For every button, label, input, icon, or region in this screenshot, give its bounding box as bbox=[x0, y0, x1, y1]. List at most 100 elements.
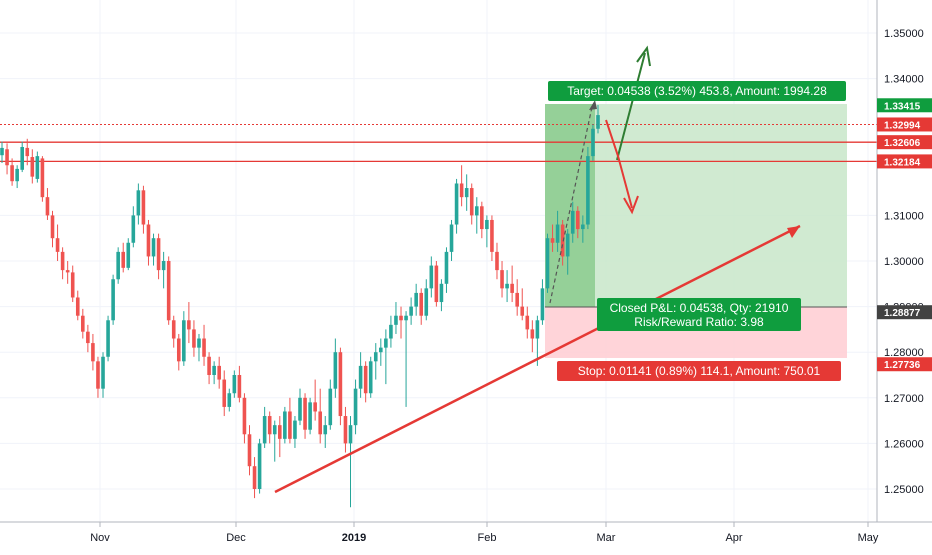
price-badge bbox=[877, 154, 932, 169]
candle-body bbox=[540, 288, 545, 321]
candle-body bbox=[323, 425, 328, 435]
candle-body bbox=[202, 338, 206, 357]
candle-body bbox=[232, 375, 237, 394]
price-badge-label: 1.27736 bbox=[884, 360, 921, 371]
candle-body bbox=[60, 251, 65, 271]
green-up-arrow-head bbox=[636, 45, 651, 67]
green-up-arrow[interactable] bbox=[616, 52, 646, 161]
y-tick-label: 1.25000 bbox=[884, 484, 924, 496]
candle-body bbox=[121, 251, 126, 268]
candle-body bbox=[30, 157, 35, 177]
x-tick-label: Feb bbox=[478, 532, 497, 544]
candle-body bbox=[176, 338, 181, 362]
y-tick-label: 1.26000 bbox=[884, 438, 924, 450]
price-badge-label: 1.33415 bbox=[884, 101, 921, 112]
candle-body bbox=[379, 347, 383, 353]
x-tick-label: Mar bbox=[597, 532, 616, 544]
candle-body bbox=[384, 338, 388, 348]
price-badge bbox=[877, 305, 932, 320]
candle-body bbox=[368, 361, 373, 394]
candle-body bbox=[343, 416, 348, 444]
candle-body bbox=[444, 251, 449, 284]
candle-body bbox=[500, 270, 504, 289]
trend-line[interactable] bbox=[274, 224, 801, 494]
candle-body bbox=[515, 292, 519, 307]
candle-body bbox=[55, 238, 60, 252]
candle-body bbox=[207, 356, 211, 375]
candle-body bbox=[454, 183, 459, 225]
y-tick-label: 1.27000 bbox=[884, 393, 924, 405]
candle-body bbox=[222, 379, 227, 407]
candle-body bbox=[146, 224, 151, 257]
horizontal-level-lines bbox=[0, 123, 877, 163]
candle-body bbox=[156, 238, 161, 271]
candle-body bbox=[288, 411, 292, 439]
candle-body bbox=[303, 397, 307, 430]
candle-body bbox=[389, 324, 393, 339]
candle-body bbox=[328, 388, 333, 426]
candle-body bbox=[373, 352, 378, 362]
red-down-arrow[interactable] bbox=[605, 119, 633, 209]
price-badge-label: 1.28877 bbox=[884, 308, 921, 319]
candle-body bbox=[348, 425, 353, 444]
target-zone[interactable] bbox=[545, 104, 847, 307]
candle-body bbox=[550, 238, 555, 243]
candle-body bbox=[161, 261, 166, 271]
x-tick-label: Nov bbox=[90, 532, 110, 544]
candle-body bbox=[363, 365, 368, 394]
candle-body bbox=[75, 297, 80, 316]
candle-body bbox=[298, 397, 302, 421]
candle-body bbox=[141, 190, 146, 225]
candle-body bbox=[86, 331, 90, 344]
candle-body bbox=[25, 147, 30, 157]
candle-body bbox=[106, 320, 110, 357]
candle-body bbox=[520, 306, 525, 316]
candle-body bbox=[575, 210, 580, 230]
candle-body bbox=[237, 375, 242, 398]
candle-body bbox=[96, 361, 100, 389]
candle-body bbox=[565, 233, 570, 257]
target-label-box bbox=[548, 81, 846, 101]
trend-arrow-head bbox=[787, 226, 800, 238]
candle-body bbox=[429, 265, 434, 289]
candle-body bbox=[581, 224, 585, 230]
candle-body bbox=[257, 443, 262, 489]
candle-body bbox=[464, 188, 469, 198]
price-badge-label: 1.32606 bbox=[884, 138, 921, 149]
candle-body bbox=[65, 270, 70, 273]
x-tick-label: May bbox=[858, 532, 879, 544]
candle-body bbox=[283, 411, 287, 439]
stop-label-box bbox=[557, 361, 841, 381]
candle-body bbox=[212, 365, 216, 375]
candle-body bbox=[131, 215, 136, 243]
candle-body bbox=[505, 283, 509, 289]
candle-body bbox=[0, 147, 4, 156]
candle-body bbox=[424, 288, 429, 316]
candle-body bbox=[81, 315, 85, 332]
candle-body bbox=[293, 420, 297, 439]
candle-body bbox=[318, 411, 323, 435]
candle-body bbox=[252, 466, 257, 489]
candle-body bbox=[586, 156, 590, 225]
candle-body bbox=[187, 320, 191, 330]
candle-body bbox=[535, 320, 540, 339]
candle-body bbox=[394, 315, 398, 325]
candle-body bbox=[353, 388, 358, 426]
candle-body bbox=[126, 242, 131, 268]
risk-reward-label: Risk/Reward Ratio: 3.98 bbox=[634, 315, 764, 329]
candle-body bbox=[525, 315, 530, 330]
candle-body bbox=[530, 329, 535, 339]
candle-body bbox=[247, 434, 252, 467]
y-tick-label: 1.34000 bbox=[884, 74, 924, 86]
candle-body bbox=[111, 279, 115, 321]
candle-body bbox=[10, 165, 14, 182]
closed-pnl-box bbox=[597, 298, 801, 331]
time-axis-ticks[interactable]: Nov Dec 2019 Feb Mar Apr May bbox=[90, 522, 879, 544]
price-badge bbox=[877, 98, 932, 113]
candle-body bbox=[485, 219, 489, 230]
candle-body bbox=[439, 283, 444, 303]
price-axis[interactable] bbox=[877, 0, 932, 550]
candle-body bbox=[50, 215, 55, 239]
